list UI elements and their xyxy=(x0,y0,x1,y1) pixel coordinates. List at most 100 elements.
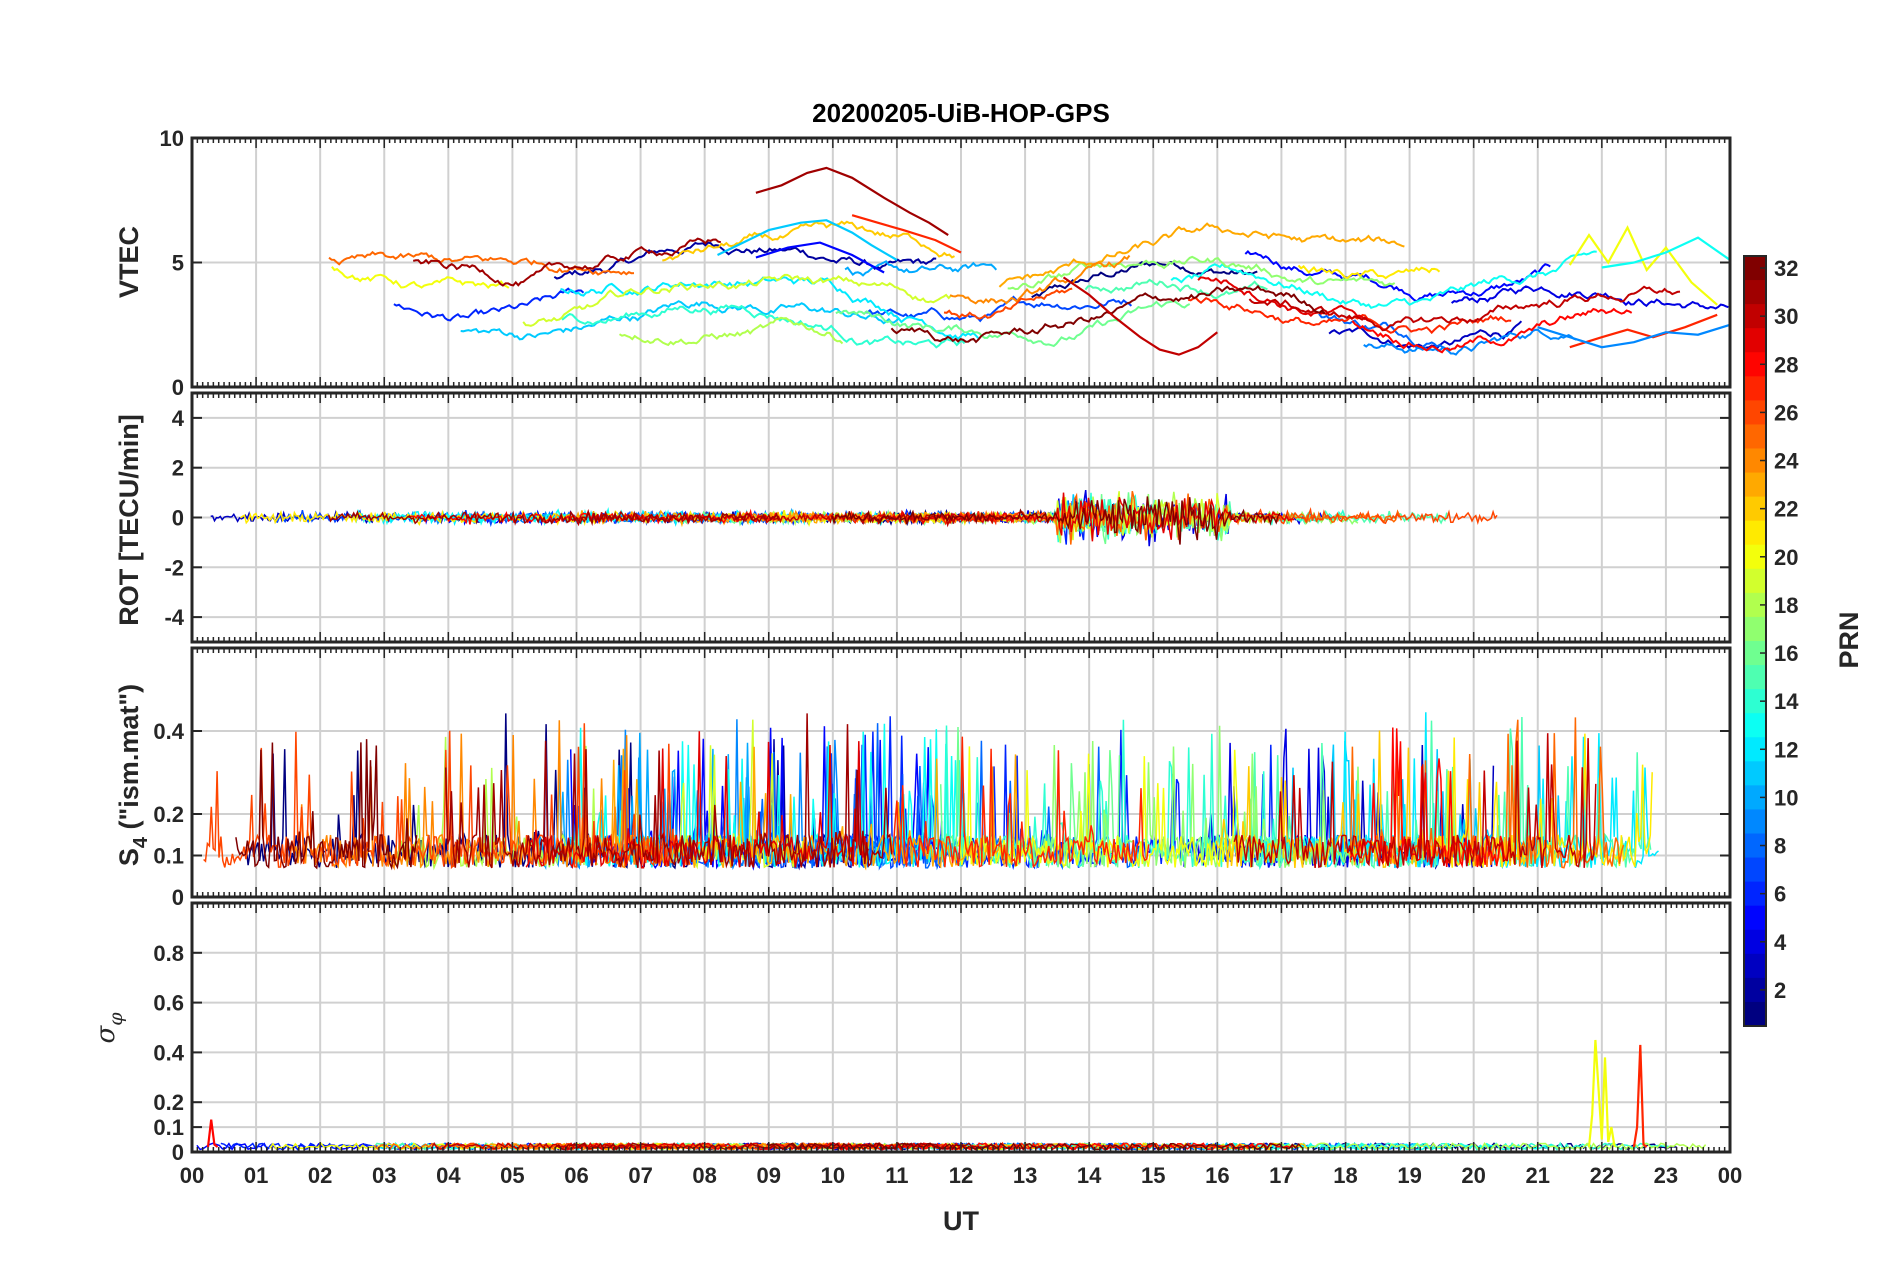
rot-ytick-label: -2 xyxy=(164,555,184,580)
vtec-ytick-label: 10 xyxy=(160,126,184,151)
vtec-ytick-label: 5 xyxy=(172,251,184,276)
vtec-series-prn-24 xyxy=(949,254,1131,305)
s4-ytick-label: 0 xyxy=(172,885,184,910)
colorbar-tick-label: 32 xyxy=(1774,256,1798,281)
vtec-panel: 0 5 10 VTEC xyxy=(114,126,1732,400)
vtec-series-prn-27 xyxy=(1569,313,1718,349)
colorbar-segment xyxy=(1744,737,1766,762)
sigphi-ylabel-base: σ xyxy=(91,1025,121,1044)
vtec-series-prn-22 xyxy=(662,220,955,262)
colorbar-segment xyxy=(1744,833,1766,859)
colorbar-tick-label: 16 xyxy=(1774,641,1798,666)
x-tick-label: 06 xyxy=(564,1163,588,1188)
colorbar-segment xyxy=(1744,905,1766,931)
rot-series-prn-31 xyxy=(327,509,780,527)
rot-ylabel: ROT [TECU/min] xyxy=(114,414,144,625)
vtec-axes: 0 5 10 xyxy=(160,126,1732,400)
vtec-series-prn-13 xyxy=(1601,236,1730,269)
sigphi-series-prn-32 xyxy=(766,1141,1303,1151)
vtec-series-prn-9 xyxy=(1363,328,1577,356)
vtec-series-prn-12 xyxy=(560,276,980,341)
sigphi-ylabel: σφ xyxy=(91,1012,127,1044)
colorbar-tick-label: 20 xyxy=(1774,545,1798,570)
x-tick-label: 11 xyxy=(885,1163,908,1188)
sigphi-ytick-label: 0.4 xyxy=(153,1040,184,1065)
x-tick-label: 23 xyxy=(1654,1163,1678,1188)
colorbar-segment xyxy=(1744,857,1766,883)
sigphi-ytick-label: 0.8 xyxy=(153,941,184,966)
vtec-series-prn-13 xyxy=(1170,250,1597,309)
x-tick-label: 16 xyxy=(1205,1163,1229,1188)
rot-series-prn-29 xyxy=(876,492,1295,542)
vtec-series-prn-20 xyxy=(331,266,510,290)
x-tick-label: 17 xyxy=(1269,1163,1293,1188)
vtec-series-prn-20 xyxy=(1568,225,1718,306)
x-tick-label: 14 xyxy=(1077,1163,1102,1188)
colorbar-segment xyxy=(1744,376,1766,401)
x-tick-label: 02 xyxy=(308,1163,332,1188)
colorbar-segment xyxy=(1744,328,1766,353)
colorbar-segment xyxy=(1744,400,1766,426)
colorbar-segment xyxy=(1744,256,1766,281)
vtec-ylabel: VTEC xyxy=(114,226,144,298)
sigphi-grid xyxy=(192,903,1730,1153)
rot-series-prn-26 xyxy=(1255,506,1498,526)
colorbar-segment xyxy=(1744,1001,1766,1027)
vtec-series-prn-9 xyxy=(1537,323,1730,349)
rot-ytick-label: 4 xyxy=(172,406,185,431)
vtec-series-prn-28 xyxy=(1351,307,1633,354)
colorbar-segment xyxy=(1744,280,1766,305)
vtec-series-prn-29 xyxy=(1197,276,1368,321)
colorbar-segment xyxy=(1744,592,1766,618)
x-tick-label: 00 xyxy=(180,1163,204,1188)
vtec-series-prn-21 xyxy=(1297,264,1441,280)
vtec-series-prn-1 xyxy=(1031,260,1258,299)
colorbar-segment xyxy=(1744,761,1766,786)
colorbar-tick-label: 28 xyxy=(1774,352,1798,377)
colorbar-frame xyxy=(1743,255,1767,1027)
rot-series-prn-28 xyxy=(407,508,777,525)
s4-ytick-label: 0.2 xyxy=(153,802,184,827)
colorbar-tick-label: 14 xyxy=(1774,689,1799,714)
x-tick-label: 08 xyxy=(692,1163,716,1188)
colorbar-segment xyxy=(1744,520,1766,546)
s4-series xyxy=(203,712,1659,871)
rot-ytick-label: 0 xyxy=(172,506,184,531)
colorbar-label: PRN xyxy=(1834,611,1864,668)
colorbar-tick-label: 2 xyxy=(1774,978,1786,1003)
vtec-series-prn-25 xyxy=(328,250,635,276)
x-tick-label: 09 xyxy=(757,1163,781,1188)
s4-series-prn-21 xyxy=(1424,733,1653,868)
s4-series-prn-27 xyxy=(892,736,1150,869)
colorbar-tick-label: 30 xyxy=(1774,304,1798,329)
s4-series-prn-30 xyxy=(1233,733,1597,869)
x-tick-label: 21 xyxy=(1526,1163,1550,1188)
vtec-series-prn-31 xyxy=(755,166,949,237)
colorbar-segment xyxy=(1744,881,1766,907)
s4-ytick-label: 0.1 xyxy=(153,844,184,869)
colorbar-segment xyxy=(1744,641,1766,666)
vtec-series-prn-26 xyxy=(943,287,1073,320)
vtec-series-prn-18 xyxy=(618,316,844,347)
s4-axes: 0 0.1 0.2 0.4 xyxy=(153,646,1732,910)
colorbar-segment xyxy=(1744,977,1766,1003)
vtec-series-prn-5 xyxy=(1244,249,1551,303)
x-tick-label: 19 xyxy=(1397,1163,1421,1188)
rot-ytick-label: -4 xyxy=(164,605,184,630)
colorbar-segment xyxy=(1744,424,1766,450)
x-tick-label: 12 xyxy=(949,1163,973,1188)
s4-panel: 0 0.1 0.2 0.4 S4 ("ism.mat") xyxy=(114,646,1732,910)
sigphi-ytick-label: 0.2 xyxy=(153,1090,184,1115)
colorbar-segment xyxy=(1744,689,1766,714)
s4-series-prn-32 xyxy=(235,739,418,871)
colorbar-tick-label: 10 xyxy=(1774,785,1798,810)
s4-ylabel-rest: ("ism.mat") xyxy=(114,684,144,837)
vtec-series-prn-11 xyxy=(460,300,900,341)
sigphi-panel: 00.10.2 0.4 0.6 0.8 σφ xyxy=(91,901,1732,1165)
s4-ylabel: S4 ("ism.mat") xyxy=(114,684,152,866)
colorbar-segment xyxy=(1744,785,1766,811)
sigphi-ytick-label: 0 xyxy=(172,1140,184,1165)
colorbar-tick-label: 12 xyxy=(1774,737,1798,762)
